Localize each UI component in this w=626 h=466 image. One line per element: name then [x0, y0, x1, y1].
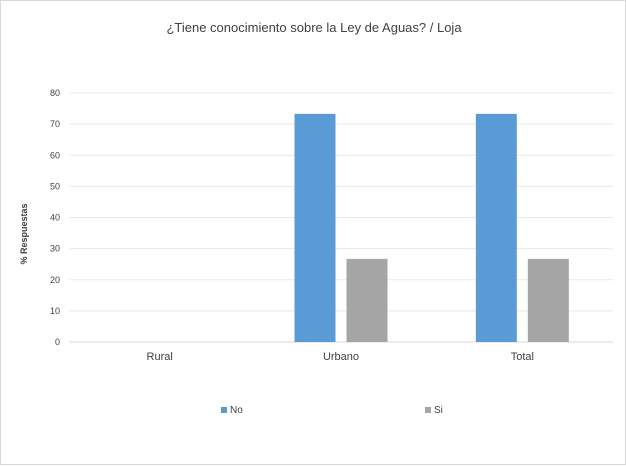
bars	[294, 113, 569, 342]
y-axis-ticks: 0 10 20 30 40 50 60 70 80	[50, 88, 60, 347]
y-tick-label: 80	[50, 88, 60, 98]
y-tick-label: 30	[50, 244, 60, 254]
y-tick-label: 0	[55, 337, 60, 347]
bar-no-total	[475, 113, 517, 342]
y-tick-label: 40	[50, 213, 60, 223]
x-tick-label: Rural	[147, 351, 173, 363]
bar-no-urbano	[294, 113, 336, 342]
y-tick-label: 20	[50, 275, 60, 285]
x-tick-label: Urbano	[323, 351, 359, 363]
y-axis-label: % Respuestas	[19, 203, 29, 264]
legend-swatch-no	[221, 407, 227, 413]
gridlines	[69, 92, 613, 343]
y-tick-label: 10	[50, 306, 60, 316]
bar-si-urbano	[346, 258, 388, 342]
chart-title: ¿Tiene conocimiento sobre la Ley de Agua…	[166, 20, 462, 35]
y-tick-label: 60	[50, 150, 60, 160]
legend: No Si	[221, 405, 443, 416]
legend-label: Si	[434, 405, 443, 416]
x-tick-label: Total	[511, 351, 534, 363]
x-axis-labels: Rural Urbano Total	[147, 351, 534, 363]
legend-label: No	[230, 405, 243, 416]
bar-si-total	[527, 258, 569, 342]
y-tick-label: 70	[50, 119, 60, 129]
legend-swatch-si	[425, 407, 431, 413]
y-tick-label: 50	[50, 181, 60, 191]
